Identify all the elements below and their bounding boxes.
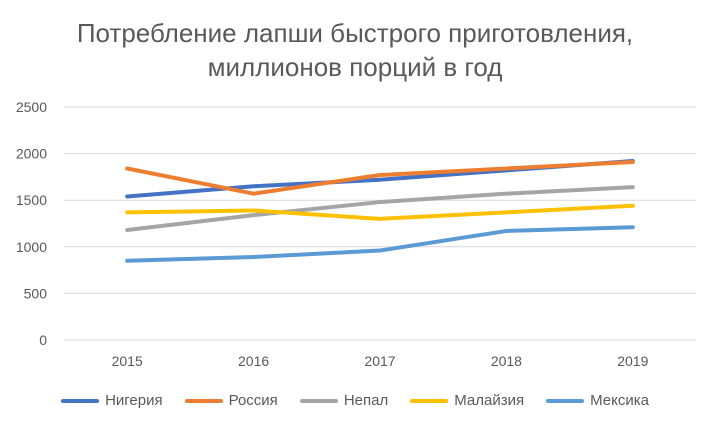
y-tick-label: 500 [24, 285, 48, 301]
x-tick-label: 2018 [491, 353, 522, 369]
legend-swatch [410, 398, 449, 403]
legend-item: Мексика [546, 392, 649, 409]
series-line-4 [125, 225, 635, 263]
x-axis-ticks: 2015 2016 2017 2018 2019 [112, 353, 649, 369]
legend-label: Нигерия [105, 392, 163, 409]
legend-item: Малайзия [410, 392, 524, 409]
gridlines [64, 106, 696, 341]
chart-title-line-1: Потребление лапши быстрого приготовления… [76, 18, 634, 48]
y-tick-label: 0 [39, 332, 47, 348]
legend-item: Нигерия [61, 392, 163, 409]
legend-swatch [299, 398, 338, 403]
legend-swatch [61, 398, 100, 403]
legend-label: Малайзия [454, 392, 525, 409]
y-tick-label: 2500 [16, 99, 47, 115]
y-tick-label: 1500 [16, 192, 47, 208]
legend-swatch [546, 398, 585, 403]
series-lines [125, 159, 635, 263]
legend: Нигерия Россия Непал Малайзия Мексика [0, 392, 710, 409]
legend-label: Непал [343, 392, 389, 409]
x-tick-label: 2015 [112, 353, 143, 369]
series-line-3 [125, 203, 635, 221]
x-tick-label: 2017 [364, 353, 395, 369]
y-axis-ticks: 0 500 1000 1500 2000 2500 [16, 99, 47, 348]
y-tick-label: 2000 [16, 146, 47, 162]
legend-label: Россия [228, 392, 278, 409]
legend-item: Непал [299, 392, 389, 409]
x-tick-label: 2016 [238, 353, 269, 369]
chart-title-line-2: миллионов порций в год [207, 52, 503, 82]
chart-title: Потребление лапши быстрого приготовления… [0, 16, 710, 84]
y-tick-label: 1000 [16, 239, 47, 255]
series-line-2 [125, 185, 635, 233]
legend-item: Россия [184, 392, 278, 409]
series-line-1 [125, 159, 635, 196]
x-tick-label: 2019 [617, 353, 648, 369]
legend-swatch [184, 398, 223, 403]
legend-label: Мексика [590, 392, 649, 409]
